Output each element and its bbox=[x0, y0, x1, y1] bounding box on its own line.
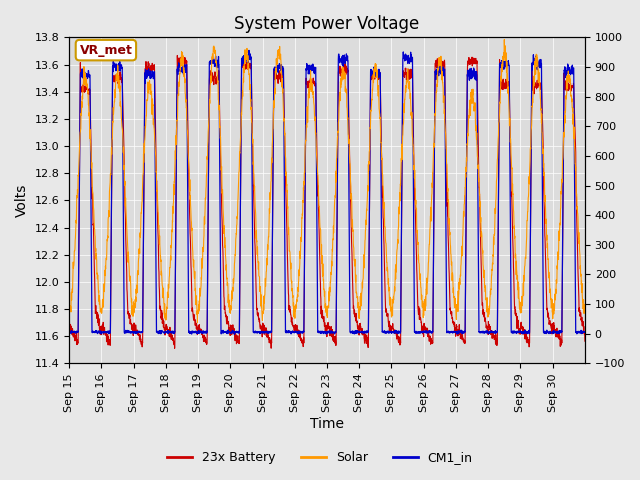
Text: VR_met: VR_met bbox=[79, 44, 132, 57]
Y-axis label: Volts: Volts bbox=[15, 184, 29, 217]
Legend: 23x Battery, Solar, CM1_in: 23x Battery, Solar, CM1_in bbox=[163, 446, 477, 469]
X-axis label: Time: Time bbox=[310, 418, 344, 432]
Title: System Power Voltage: System Power Voltage bbox=[234, 15, 420, 33]
